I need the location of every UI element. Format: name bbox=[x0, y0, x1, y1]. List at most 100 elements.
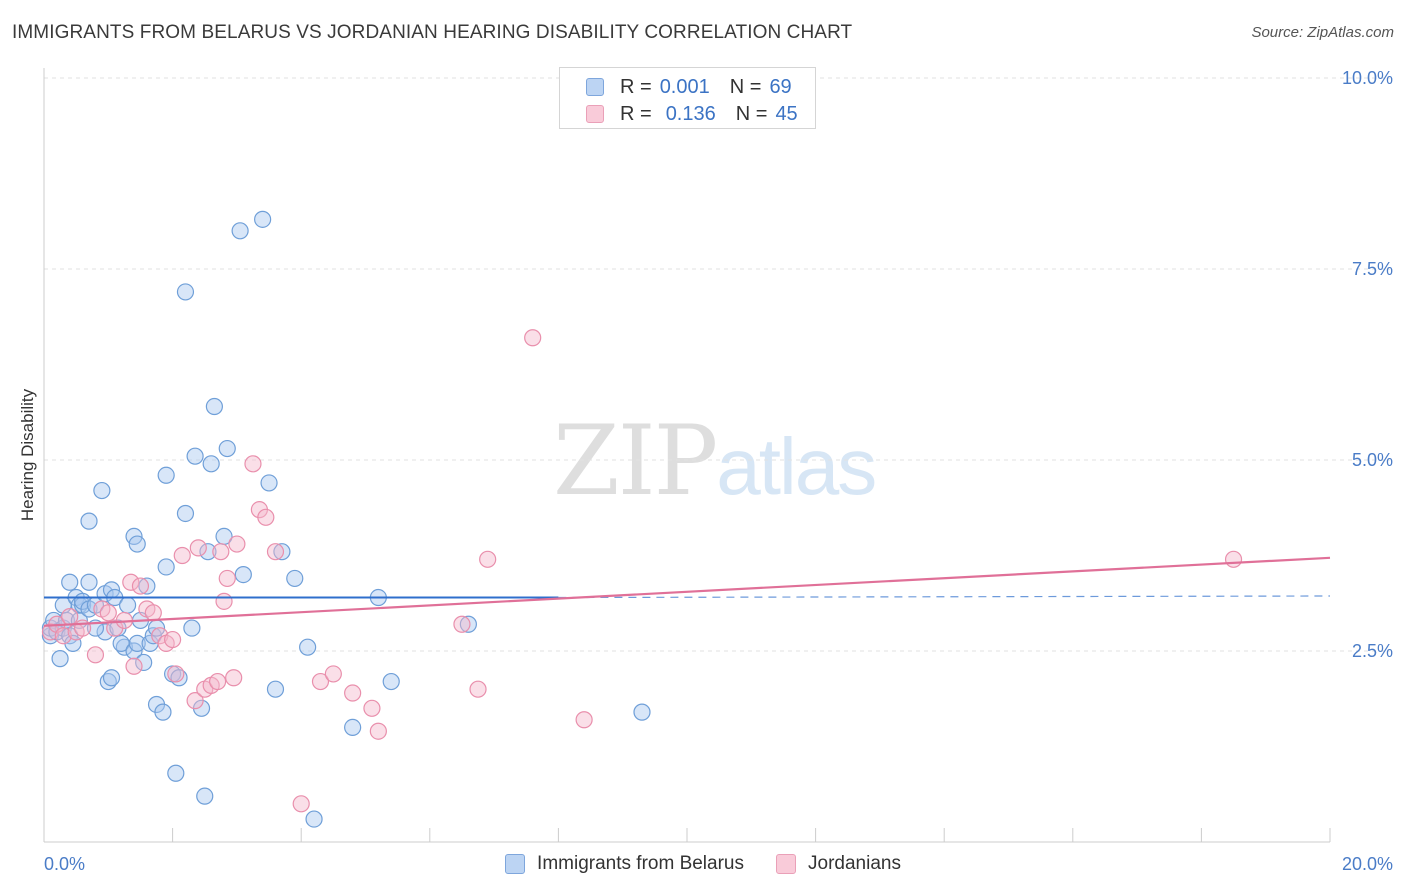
belarus-point bbox=[96, 623, 114, 641]
legend-swatch-jordanians bbox=[586, 105, 604, 123]
jordanians-point bbox=[212, 543, 230, 561]
legend-swatch-belarus bbox=[586, 78, 604, 96]
legend-r-label: R = bbox=[620, 75, 652, 98]
chart-title: IMMIGRANTS FROM BELARUS VS JORDANIAN HEA… bbox=[12, 22, 853, 43]
belarus-point bbox=[260, 474, 278, 492]
belarus-point bbox=[80, 573, 98, 591]
jordanians-point bbox=[469, 680, 487, 698]
belarus-point bbox=[183, 619, 201, 637]
jordanians-point bbox=[125, 657, 143, 675]
jordanians-point bbox=[131, 577, 150, 595]
series-legend: Immigrants from Belarus Jordanians bbox=[0, 851, 1406, 877]
jordanians-point bbox=[189, 539, 207, 557]
belarus-point bbox=[254, 210, 272, 228]
legend-r-label: R = bbox=[620, 102, 652, 125]
belarus-point bbox=[167, 764, 185, 782]
belarus-point bbox=[459, 615, 477, 633]
jordanians-point bbox=[164, 630, 182, 649]
belarus-point bbox=[344, 718, 362, 737]
belarus-point bbox=[93, 481, 111, 500]
jordanians-point bbox=[266, 543, 285, 561]
series-belarus-points bbox=[41, 210, 651, 828]
jordanians-point bbox=[369, 722, 387, 740]
belarus-trend-extension bbox=[558, 595, 1331, 599]
legend-r-value: 0.001 bbox=[659, 75, 710, 98]
correlation-legend: R = 0.001 N = 69 R = 0.136 N = 45 bbox=[559, 67, 816, 129]
belarus-point bbox=[157, 558, 175, 576]
jordanians-point bbox=[363, 699, 381, 717]
y-tick-label: 10.0% bbox=[1342, 68, 1393, 88]
belarus-point bbox=[266, 680, 285, 698]
jordanians-point bbox=[225, 669, 243, 687]
jordanians-point bbox=[244, 455, 262, 473]
belarus-point bbox=[205, 397, 223, 416]
belarus-point bbox=[196, 787, 214, 805]
belarus-point bbox=[273, 543, 291, 561]
jordanians-point bbox=[344, 684, 362, 702]
legend-n-label: N = bbox=[729, 75, 762, 98]
jordanians-point bbox=[257, 508, 275, 526]
belarus-point bbox=[157, 466, 175, 484]
jordanians-point bbox=[575, 711, 593, 729]
jordanians-point bbox=[453, 615, 471, 633]
jordanians-point bbox=[54, 627, 72, 645]
x-tick-label: 20.0% bbox=[1342, 854, 1393, 874]
jordanians-point bbox=[122, 573, 140, 591]
jordanians-point bbox=[311, 672, 330, 691]
legend-label-jordanians: Jordanians bbox=[808, 853, 901, 874]
jordanians-point bbox=[1224, 550, 1243, 568]
jordanians-point bbox=[144, 604, 162, 622]
legend-row-jordanians: R = 0.136 N = 45 bbox=[586, 102, 798, 126]
y-axis-label: Hearing Disability bbox=[18, 388, 37, 521]
belarus-point bbox=[154, 703, 172, 721]
belarus-point bbox=[176, 504, 195, 523]
belarus-point bbox=[382, 672, 400, 691]
belarus-point bbox=[633, 703, 651, 721]
legend-item-jordanians[interactable]: Jordanians bbox=[776, 853, 901, 875]
legend-row-belarus: R = 0.001 N = 69 bbox=[586, 75, 792, 99]
belarus-point bbox=[128, 535, 146, 553]
y-tick-label: 5.0% bbox=[1352, 450, 1393, 470]
belarus-point bbox=[199, 543, 217, 561]
legend-item-belarus[interactable]: Immigrants from Belarus bbox=[505, 853, 744, 875]
belarus-point bbox=[286, 569, 304, 588]
belarus-point bbox=[135, 653, 153, 672]
belarus-point bbox=[138, 577, 156, 595]
jordanians-point bbox=[228, 535, 246, 553]
jordanians-point bbox=[292, 795, 310, 813]
jordanians-point bbox=[524, 329, 542, 347]
belarus-point bbox=[299, 638, 317, 656]
belarus-point bbox=[186, 447, 204, 465]
tick-labels: 2.5% 5.0% 7.5% 10.0% 0.0% 20.0% bbox=[44, 68, 1393, 874]
belarus-point bbox=[231, 222, 249, 240]
belarus-point bbox=[305, 810, 323, 828]
jordanians-point bbox=[173, 546, 191, 565]
jordanians-point bbox=[167, 665, 185, 683]
jordanians-point bbox=[218, 569, 236, 588]
belarus-point bbox=[218, 439, 236, 458]
jordanians-point bbox=[99, 604, 117, 622]
legend-swatch-jordanians bbox=[776, 854, 796, 874]
belarus-point bbox=[128, 634, 146, 652]
belarus-point bbox=[80, 512, 98, 530]
belarus-point bbox=[176, 283, 195, 301]
belarus-point bbox=[118, 596, 137, 614]
jordanians-point bbox=[324, 665, 342, 683]
y-tick-label: 7.5% bbox=[1352, 259, 1393, 279]
jordanians-point bbox=[186, 692, 204, 710]
series-jordanians-points bbox=[41, 329, 1243, 813]
legend-label-belarus: Immigrants from Belarus bbox=[537, 853, 744, 874]
jordanians-point bbox=[209, 672, 227, 691]
legend-n-value: 45 bbox=[775, 102, 798, 125]
jordanians-point bbox=[86, 646, 105, 664]
y-tick-label: 2.5% bbox=[1352, 641, 1393, 661]
jordanians-trend-line bbox=[43, 556, 1331, 627]
belarus-point bbox=[51, 650, 69, 668]
belarus-point bbox=[234, 565, 252, 584]
jordanians-point bbox=[61, 608, 79, 626]
legend-r-value: 0.136 bbox=[665, 102, 716, 125]
legend-n-value: 69 bbox=[769, 75, 792, 98]
axes bbox=[43, 68, 1331, 843]
belarus-point bbox=[102, 669, 121, 687]
